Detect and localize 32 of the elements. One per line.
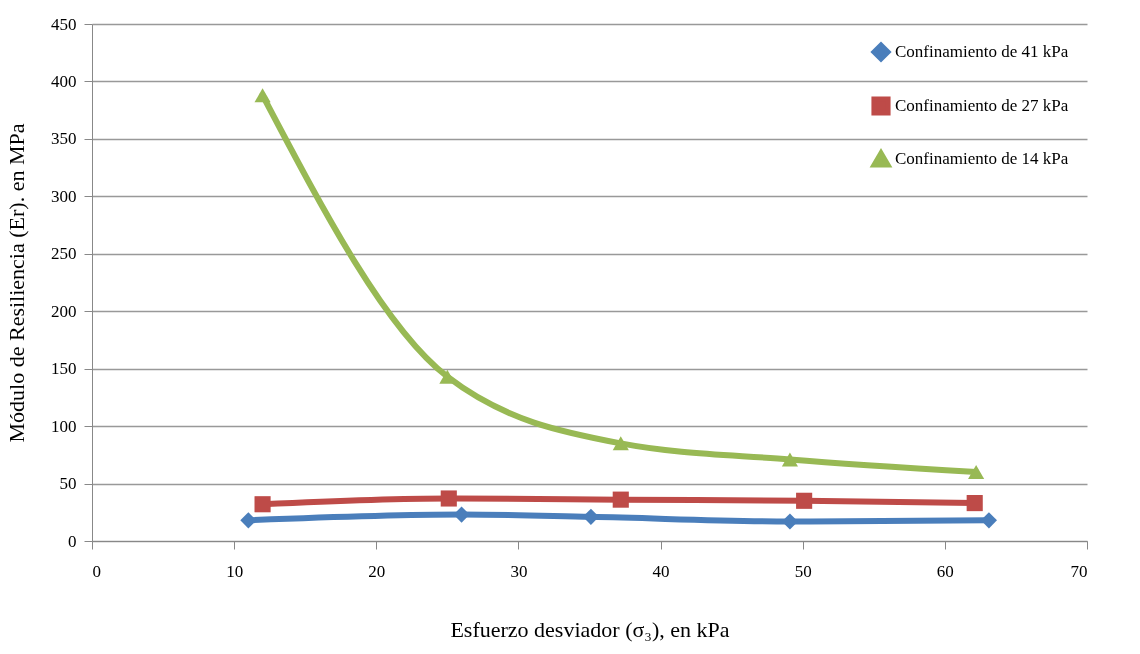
y-tick-label: 250 (51, 244, 77, 264)
x-tick-label: 70 (1070, 561, 1088, 581)
point (254, 88, 271, 103)
point (440, 490, 457, 507)
x-tick-label: 50 (794, 561, 812, 581)
x-tick-label: 60 (936, 561, 954, 581)
y-tick-label: 100 (51, 416, 77, 436)
x-axis-title: Esfuerzo desviador (σ₃), en kPa (450, 616, 730, 642)
point (966, 495, 983, 512)
point (612, 491, 629, 508)
y-axis-title: Módulo de Resiliencia (Er). en MPa (4, 123, 29, 443)
point (612, 436, 629, 451)
y-tick-label: 0 (68, 531, 77, 551)
legend-label: Confinamiento de 14 kPa (895, 149, 1069, 168)
y-tick-label: 50 (59, 474, 77, 494)
legend-label: Confinamiento de 41 kPa (895, 42, 1069, 61)
x-tick-label: 30 (510, 561, 528, 581)
y-tick-label: 450 (51, 14, 77, 34)
y-tick-label: 200 (51, 301, 77, 321)
point (796, 492, 813, 509)
x-tick-label: 20 (368, 561, 386, 581)
point (781, 452, 798, 467)
point (254, 496, 271, 513)
y-tick-label: 350 (51, 129, 77, 149)
x-tick-label: 0 (92, 561, 101, 581)
legend-label: Confinamiento de 27 kPa (895, 96, 1069, 115)
x-tick-label: 40 (652, 561, 670, 581)
y-tick-label: 300 (51, 186, 77, 206)
y-tick-label: 150 (51, 359, 77, 379)
x-tick-label: 10 (226, 561, 244, 581)
y-tick-label: 400 (51, 71, 77, 91)
point (968, 465, 985, 480)
